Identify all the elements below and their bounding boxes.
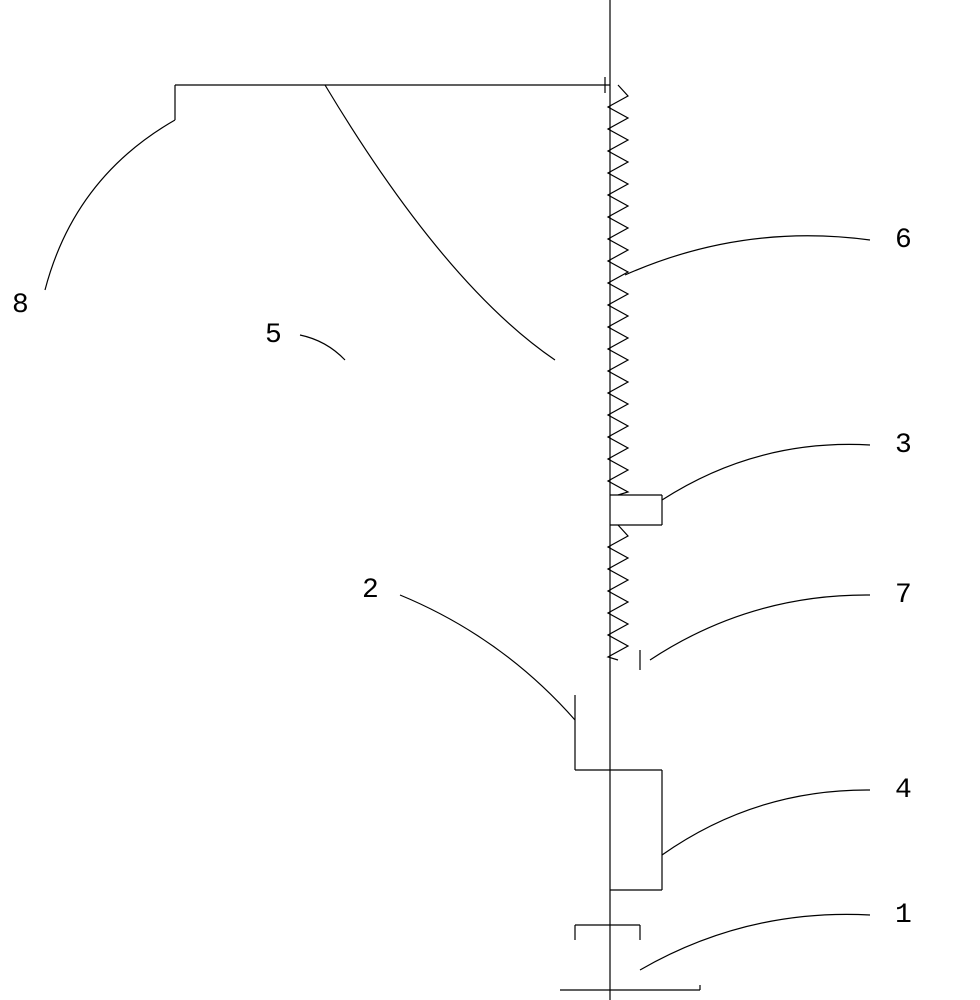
label-4: 4 <box>895 775 912 806</box>
engineering-diagram <box>0 0 980 1000</box>
label-3: 3 <box>895 430 912 461</box>
label-6: 6 <box>895 225 912 256</box>
label-1: 1 <box>895 900 912 931</box>
label-7: 7 <box>895 580 912 611</box>
label-5: 5 <box>265 320 282 351</box>
label-8: 8 <box>12 290 29 321</box>
label-2: 2 <box>362 575 379 606</box>
